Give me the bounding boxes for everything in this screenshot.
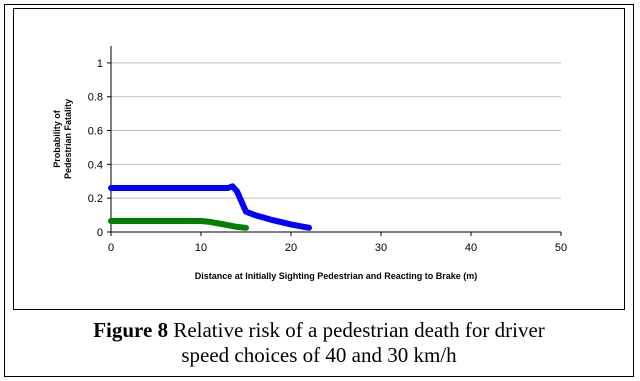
x-tick-label: 10 — [195, 242, 207, 254]
x-tick-label: 30 — [375, 242, 387, 254]
y-tick-label: 1 — [97, 58, 103, 70]
chart-area — [13, 8, 625, 310]
y-tick-label: 0.6 — [88, 126, 103, 138]
y-tick-label: 0 — [97, 227, 103, 239]
x-axis-label: Distance at Initially Sighting Pedestria… — [195, 271, 478, 281]
y-axis-label-line1: Probability of — [52, 109, 62, 168]
x-tick-label: 0 — [108, 242, 114, 254]
y-axis-label-line2: Pedestrian Fatality — [63, 99, 73, 179]
caption-figure-label: Figure 8 — [93, 318, 169, 342]
caption-line2: speed choices of 40 and 30 km/h — [181, 343, 457, 367]
tick-marks: 00.20.40.60.810 10 20 30 40 50 — [88, 58, 567, 254]
x-tick-label: 40 — [465, 242, 477, 254]
y-tick-label: 0.4 — [88, 159, 103, 171]
series-line-2 — [108, 218, 249, 231]
x-tick-label: 20 — [285, 242, 297, 254]
series-lines — [108, 183, 312, 231]
axes — [110, 46, 561, 233]
series-line-1 — [108, 183, 312, 231]
caption-text-1: Relative risk of a pedestrian death for … — [168, 318, 545, 342]
gridlines — [111, 62, 561, 199]
line-chart: 00.20.40.60.810 10 20 30 40 50 Probability of… — [52, 46, 567, 281]
figure-caption: Figure 8 Relative risk of a pedestrian d… — [4, 318, 634, 368]
y-tick-label: 0.2 — [88, 193, 103, 205]
caption-line1: Figure 8 Relative risk of a pedestrian d… — [4, 318, 634, 343]
y-tick-label: 0.8 — [88, 92, 103, 104]
x-tick-label: 50 — [555, 242, 567, 254]
